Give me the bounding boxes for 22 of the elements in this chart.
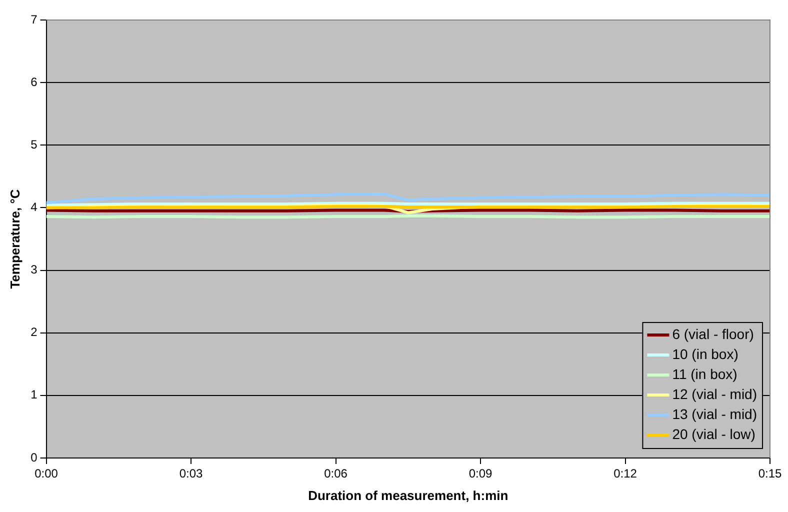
legend-label: 11 (in box) xyxy=(672,366,738,382)
y-tick-label: 2 xyxy=(30,325,38,340)
x-tick-label: 0:09 xyxy=(468,466,493,481)
legend-label: 20 (vial - low) xyxy=(672,426,756,442)
y-tick-label: 4 xyxy=(30,200,38,214)
x-tick-label: 0:06 xyxy=(324,466,348,481)
x-axis-title: Duration of measurement, h:min xyxy=(308,488,508,503)
x-tick-label: 0:03 xyxy=(179,466,204,481)
x-tick-label: 0:15 xyxy=(758,466,782,481)
legend-label: 12 (vial - mid) xyxy=(672,386,758,402)
y-tick-label: 3 xyxy=(30,262,38,277)
legend-label: 13 (vial - mid) xyxy=(672,406,758,422)
legend-label: 10 (in box) xyxy=(672,346,738,362)
y-tick-label: 7 xyxy=(30,12,38,26)
y-tick-label: 0 xyxy=(30,450,38,464)
y-tick-label: 6 xyxy=(30,74,38,89)
y-tick-label: 5 xyxy=(30,137,38,152)
x-tick-label: 0:00 xyxy=(34,466,58,481)
x-tick-label: 0:12 xyxy=(614,466,638,481)
legend-label: 6 (vial - floor) xyxy=(672,326,754,342)
y-axis-title: Temperature, °C xyxy=(7,188,22,289)
y-tick-label: 1 xyxy=(30,388,38,402)
